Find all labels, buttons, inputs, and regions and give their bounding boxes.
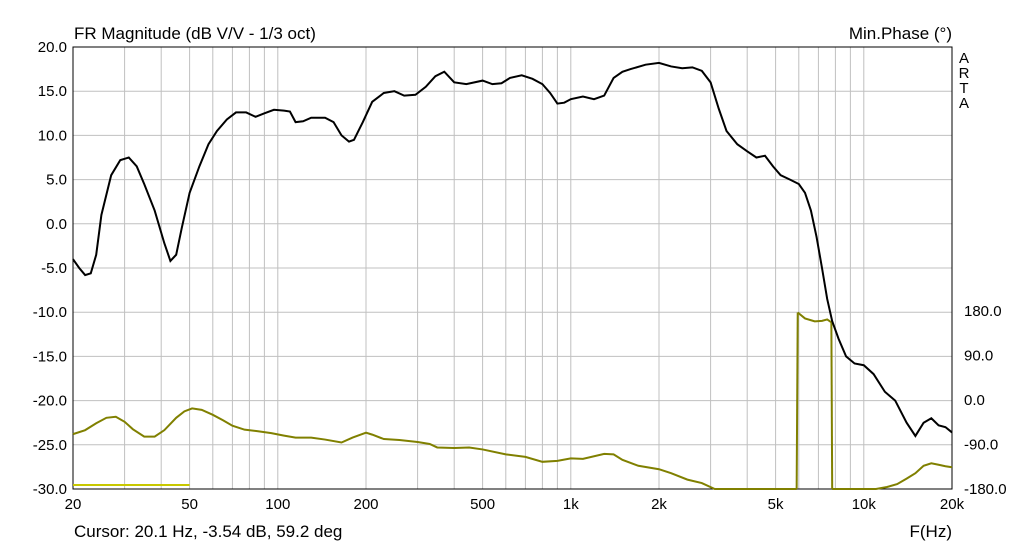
y2-tick-label: 0.0 xyxy=(964,392,985,409)
phase-line xyxy=(72,407,797,490)
magnitude-line xyxy=(72,61,953,438)
y-tick-label: -25.0 xyxy=(33,437,67,454)
chart-title: FR Magnitude (dB V/V - 1/3 oct) xyxy=(74,24,316,43)
x-tick-label: 5k xyxy=(768,496,784,513)
x-tick-label: 200 xyxy=(353,496,378,513)
x-tick-label: 100 xyxy=(265,496,290,513)
y-tick-label: 10.0 xyxy=(38,127,67,144)
y-tick-label: -5.0 xyxy=(41,260,67,277)
series-group xyxy=(72,61,953,490)
phase-wrap-jump xyxy=(795,312,799,490)
phase-wrap-jump xyxy=(830,322,834,490)
y-tick-label: 0.0 xyxy=(46,216,67,233)
x-tick-label: 20 xyxy=(65,496,82,513)
phase-tail-line xyxy=(832,462,953,490)
y2-tick-label: -180.0 xyxy=(964,481,1007,498)
x-axis-label: F(Hz) xyxy=(910,522,952,541)
plot-area xyxy=(72,46,953,490)
watermark-letter: R xyxy=(959,65,970,82)
watermark-letter: A xyxy=(959,50,969,67)
y2-tick-label: 90.0 xyxy=(964,348,993,365)
x-tick-label: 10k xyxy=(852,496,877,513)
x-tick-label: 50 xyxy=(181,496,198,513)
y-tick-label: -10.0 xyxy=(33,304,67,321)
phase-wrap-segment xyxy=(797,311,832,324)
y-tick-label: 20.0 xyxy=(38,39,67,56)
y-tick-label: -20.0 xyxy=(33,393,67,410)
y-tick-label: 5.0 xyxy=(46,172,67,189)
y2-tick-label: -90.0 xyxy=(964,437,998,454)
x-tick-label: 2k xyxy=(651,496,667,513)
y-tick-label: -30.0 xyxy=(33,481,67,498)
chart-grid xyxy=(73,47,952,489)
y-tick-label: 15.0 xyxy=(38,83,67,100)
x-tick-label: 500 xyxy=(470,496,495,513)
axis-ticks: 20.0 15.0 10.0 5.0 0.0 -5.0 -10.0 -15.0 -20.0 -25… xyxy=(33,39,1007,513)
watermark-letter: T xyxy=(959,80,968,97)
watermark-letter: A xyxy=(959,95,969,112)
cursor-readout: Cursor: 20.1 Hz, -3.54 dB, 59.2 deg xyxy=(74,522,342,541)
x-tick-label: 1k xyxy=(563,496,579,513)
x-tick-label: 20k xyxy=(940,496,965,513)
y-tick-label: -15.0 xyxy=(33,348,67,365)
y2-tick-label: 180.0 xyxy=(964,303,1002,320)
right-axis-title: Min.Phase (°) xyxy=(849,24,952,43)
